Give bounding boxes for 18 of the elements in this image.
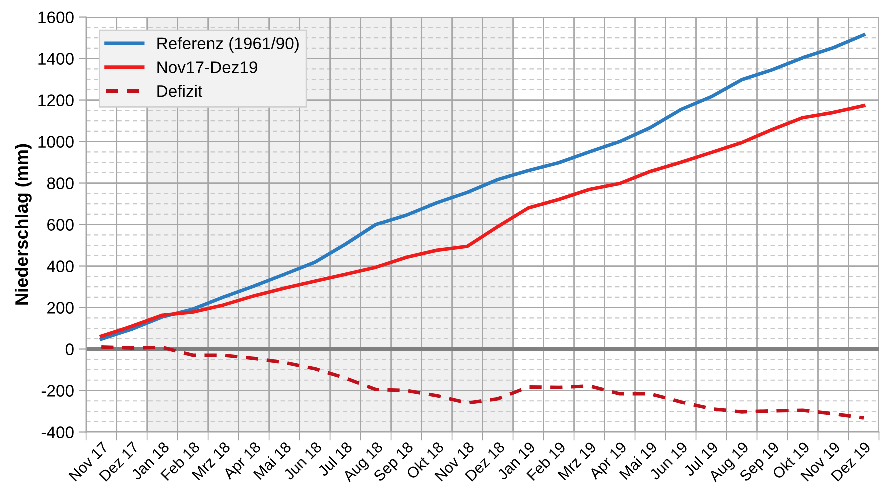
legend-label: Nov17-Dez19 [158, 62, 258, 74]
y-axis-title: Niederschlag (mm) [14, 144, 32, 305]
line-series [100, 104, 866, 338]
y-tick-label: 400 [47, 260, 74, 272]
y-tick-label: 1600 [38, 12, 74, 24]
line-series [100, 345, 866, 420]
y-tick-label: -400 [42, 426, 74, 438]
y-tick-label: 1200 [38, 94, 74, 106]
y-tick-label: 800 [47, 178, 74, 190]
legend-label: Defizit [158, 85, 203, 98]
legend-label: Referenz (1961/90) [158, 37, 299, 53]
y-tick-label: -200 [42, 385, 74, 397]
y-tick-label: 200 [48, 302, 74, 314]
y-tick-label: 0 [66, 344, 74, 356]
y-tick-label: 1000 [38, 136, 74, 148]
y-tick-label: 1400 [38, 53, 74, 65]
line-series [100, 33, 866, 342]
y-tick-label: 600 [48, 219, 74, 231]
